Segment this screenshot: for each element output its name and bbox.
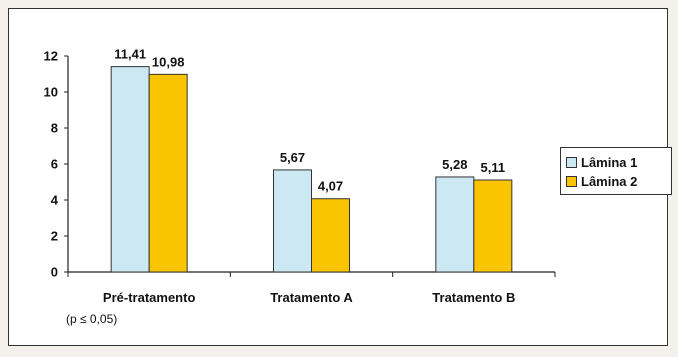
legend-item-series-2: Lâmina 2 [566,173,637,189]
legend-label-series-2: Lâmina 2 [581,173,638,189]
x-category-label: Tratamento A [270,290,353,305]
bar-series-1 [435,176,475,273]
data-label-series-1: 11,41 [114,47,146,62]
y-tick-label: 6 [51,157,58,172]
y-tick-label: 0 [51,265,58,280]
data-label-series-1: 5,28 [442,157,467,172]
x-category-note: (p ≤ 0,05) [66,312,117,326]
x-category-label: Pré-tratamento [103,290,196,305]
chart-bars [110,66,513,273]
bar-series-1 [110,66,150,273]
data-label-series-2: 10,98 [152,54,185,69]
legend-swatch-series-2 [566,175,577,187]
legend-item-series-1: Lâmina 1 [566,154,637,170]
chart-labels: 11,41 10,98 Pré-tratamento (p ≤ 0,05) 5,67 4,… [66,47,515,326]
bar-series-1 [273,169,312,273]
legend-swatch-series-1 [566,156,577,168]
data-label-series-2: 5,11 [481,160,506,175]
y-tick-label: 12 [44,49,58,64]
y-tick-label: 8 [51,121,58,136]
chart-legend: Lâmina 1 Lâmina 2 [560,147,672,195]
bar-series-2 [148,73,188,273]
bar-series-2 [311,198,350,273]
y-tick-label: 2 [51,229,58,244]
x-category-label: Tratamento B [432,290,515,305]
legend-label-series-1: Lâmina 1 [581,154,638,170]
y-tick-label: 10 [44,85,58,100]
bar-series-2 [473,179,513,273]
y-tick-label: 4 [51,193,59,208]
data-label-series-1: 5,67 [280,150,305,165]
data-label-series-2: 4,07 [318,179,343,194]
